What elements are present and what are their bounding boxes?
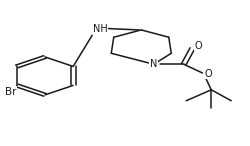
Text: Br: Br [5, 87, 16, 97]
Text: O: O [194, 41, 202, 51]
Text: O: O [204, 69, 212, 79]
Text: N: N [150, 59, 158, 69]
Text: NH: NH [92, 24, 108, 34]
